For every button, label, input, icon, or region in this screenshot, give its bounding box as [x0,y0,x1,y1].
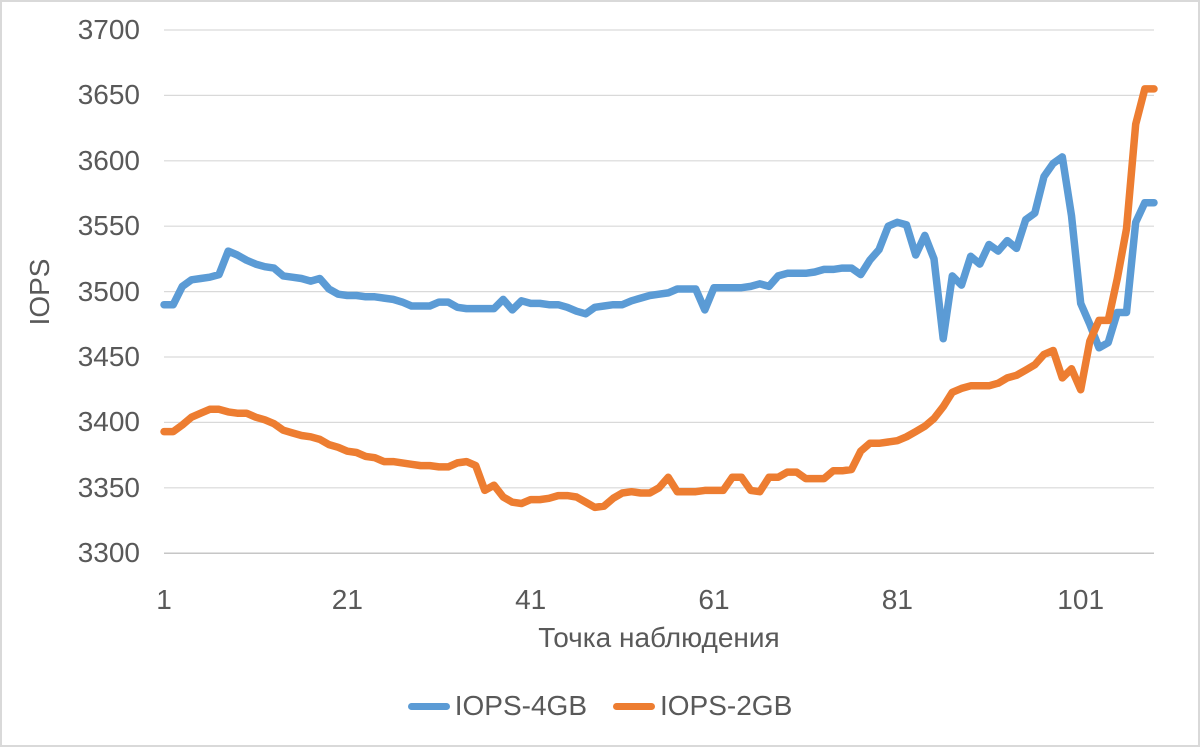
series-line-iops-4gb [160,153,1158,352]
y-tick-label: 3400 [77,406,140,438]
x-tick-label: 21 [331,584,363,615]
y-tick-label: 3500 [77,275,140,307]
legend-marker-iops-4gb-icon [407,702,450,710]
x-tick-label: 1 [156,584,172,615]
y-tick-label: 3650 [77,79,140,111]
legend: IOPS-4GB IOPS-2GB [0,686,1200,726]
x-tick-label: 61 [698,584,730,615]
y-tick-label: 3300 [77,537,140,569]
legend-label-iops-4gb: IOPS-4GB [454,690,587,721]
x-axis-title: Точка наблюдения [538,622,780,653]
series-line-iops-2gb [160,85,1158,512]
x-tick-label: 41 [515,584,547,615]
y-tick-label: 3450 [77,341,140,372]
y-tick-label: 3550 [77,210,140,242]
legend-label-iops-2gb: IOPS-2GB [660,690,793,721]
legend-item-iops-4gb: IOPS-4GB [407,689,587,723]
y-tick-label: 3600 [77,144,140,176]
y-tick-label: 3700 [77,14,140,45]
x-tick-label: 81 [881,584,913,615]
x-tick-label: 101 [1057,584,1105,615]
y-axis-title: IOPS [24,258,55,326]
legend-marker-iops-2gb-icon [613,702,655,710]
y-tick-label: 3350 [77,471,140,503]
legend-item-iops-2gb: IOPS-2GB [613,689,792,723]
